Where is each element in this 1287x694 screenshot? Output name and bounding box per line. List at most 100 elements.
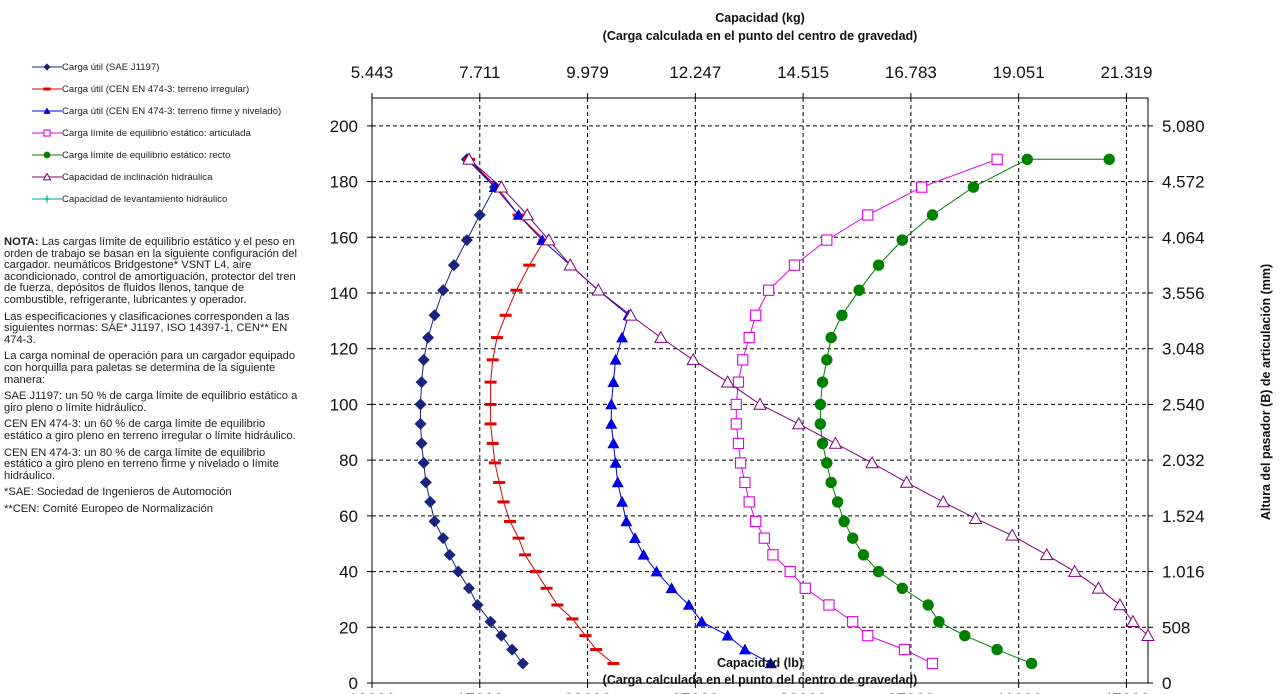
data-point <box>767 549 779 561</box>
data-point <box>791 416 806 430</box>
data-point <box>650 565 663 577</box>
right-tick-label: 5.080 <box>1162 117 1205 136</box>
y-tick-label: 140 <box>330 284 358 303</box>
legend-label: Carga útil (CEN EN 474-3: terreno firme … <box>62 105 282 117</box>
data-point <box>926 657 939 670</box>
x-tick-label: 12000 <box>348 690 395 694</box>
x-tick-label: 42000 <box>995 690 1042 694</box>
data-point <box>471 599 484 611</box>
right-tick-label: 508 <box>1162 618 1190 637</box>
data-point <box>831 496 844 508</box>
data-point <box>750 515 762 528</box>
data-point <box>862 209 874 221</box>
rated-cen60: CEN EN 474-3: un 60 % de carga límite de… <box>4 418 296 442</box>
data-point <box>512 209 525 220</box>
data-point <box>682 599 695 610</box>
data-point <box>607 376 620 387</box>
data-point <box>720 375 735 388</box>
top-tick-label: 5.443 <box>351 63 394 82</box>
x-axis-title: Capacidad (lb) <box>717 656 803 670</box>
data-point <box>896 582 908 594</box>
y-tick-label: 60 <box>339 507 358 526</box>
data-point <box>428 515 441 528</box>
data-point <box>452 565 465 578</box>
data-point <box>739 476 751 489</box>
series-line <box>819 158 1110 664</box>
y-tick-label: 200 <box>330 117 358 136</box>
x-tick-label: 27000 <box>672 690 719 694</box>
legend-swatch <box>32 107 62 114</box>
data-point <box>422 331 435 344</box>
data-point <box>495 629 508 642</box>
x-tick-label: 37000 <box>887 690 934 694</box>
right-tick-label: 4.572 <box>1162 173 1205 192</box>
data-point <box>821 354 833 366</box>
data-point <box>605 417 618 429</box>
legend-item: Carga útil (SAE J1197) <box>16 56 316 78</box>
right-axis-title: Altura del pasador (B) de articulación (… <box>1259 264 1273 520</box>
data-point <box>734 457 747 469</box>
data-point <box>637 548 650 560</box>
data-point <box>823 599 835 611</box>
data-point <box>825 476 837 489</box>
right-tick-label: 3.048 <box>1162 340 1205 359</box>
data-point <box>838 515 850 528</box>
y-tick-label: 160 <box>330 228 358 247</box>
series-1 <box>463 157 620 665</box>
data-point <box>415 437 428 450</box>
data-point <box>437 532 450 545</box>
data-point <box>424 495 437 508</box>
series-5 <box>462 152 1155 641</box>
data-point <box>916 181 928 193</box>
right-tick-label: 1.016 <box>1162 563 1205 582</box>
legend-label: Capacidad de levantamiento hidráulico <box>62 193 228 205</box>
data-point <box>1126 614 1140 628</box>
legend-swatch <box>32 63 62 71</box>
data-point <box>1103 153 1115 165</box>
top-tick-label: 9.979 <box>566 63 609 82</box>
y-tick-label: 40 <box>339 563 358 582</box>
data-point <box>762 284 775 296</box>
data-point <box>821 457 833 469</box>
top-axis-subtitle: (Carga calculada en el punto del centro … <box>603 29 918 43</box>
note-text: Las cargas límite de equilibrio estático… <box>4 236 297 306</box>
data-point <box>1005 528 1020 541</box>
data-point <box>591 283 606 296</box>
data-point <box>814 398 827 411</box>
data-point <box>922 599 934 611</box>
series-line <box>468 158 772 664</box>
data-point <box>494 180 509 193</box>
right-tick-label: 2.540 <box>1162 395 1205 414</box>
x-axis-subtitle: (Carga calculada en el punto del centro … <box>603 673 918 687</box>
data-point <box>609 456 622 468</box>
rated-intro: La carga nominal de operación para un ca… <box>4 350 296 386</box>
legend-swatch <box>32 195 62 203</box>
x-tick-label: 47000 <box>1103 690 1150 694</box>
series-4 <box>814 153 1115 670</box>
series-2 <box>463 153 777 669</box>
data-point <box>936 494 951 508</box>
data-point <box>541 233 556 246</box>
data-point <box>721 629 734 641</box>
data-point <box>753 397 767 410</box>
data-point <box>463 582 475 595</box>
data-point <box>825 331 837 344</box>
data-point <box>738 643 751 655</box>
data-point <box>609 353 622 365</box>
data-point <box>563 258 578 271</box>
data-point <box>968 511 983 524</box>
right-tick-label: 0 <box>1162 674 1171 693</box>
right-tick-label: 2.032 <box>1162 451 1205 470</box>
specs-paragraph: Las especificaciones y clasificaciones c… <box>4 310 290 346</box>
data-point <box>896 234 908 246</box>
y-tick-label: 0 <box>349 674 358 693</box>
data-point <box>1067 564 1082 577</box>
data-point <box>764 657 777 669</box>
data-point <box>686 352 701 366</box>
data-point <box>758 532 770 544</box>
data-point <box>899 475 914 488</box>
data-point <box>506 643 519 656</box>
data-point <box>415 376 428 389</box>
data-point <box>1141 628 1155 641</box>
